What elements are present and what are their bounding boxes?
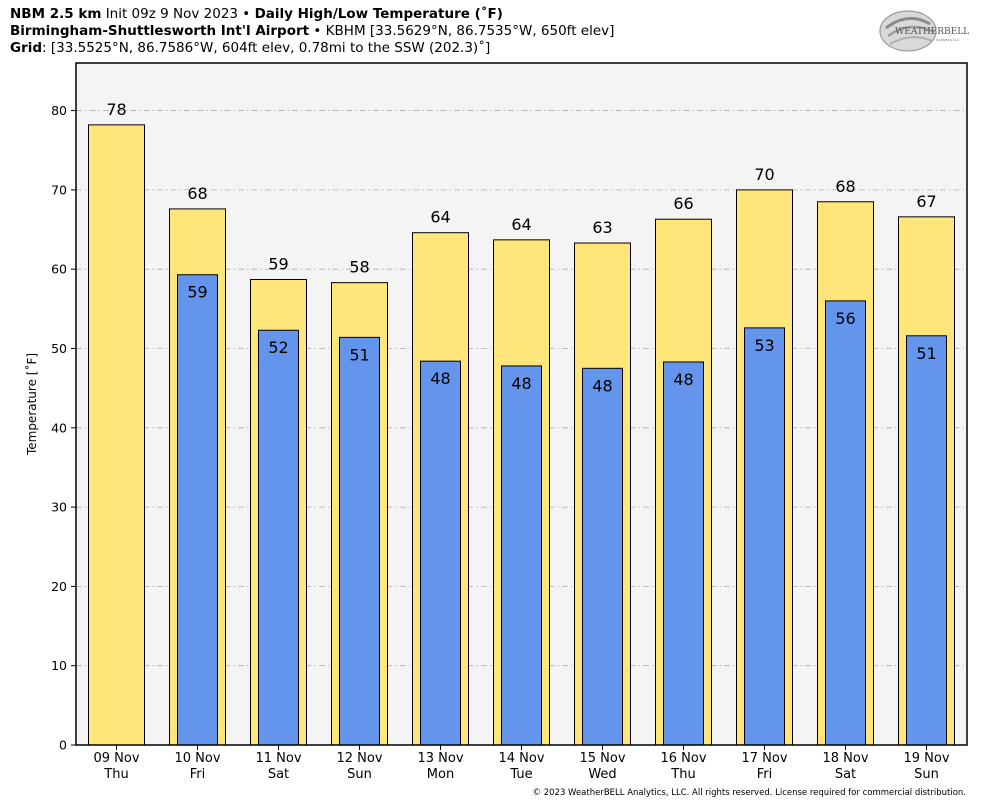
low-temp-label: 48 <box>430 369 450 388</box>
x-tick-label-day: Fri <box>757 767 773 782</box>
chart-header-line2: Birmingham-Shuttlesworth Int'l Airport •… <box>10 23 614 40</box>
bar-labels: 78 68 59 59 52 58 51 64 48 64 48 63 48 66 48 70 53 68 56 67… <box>106 100 936 395</box>
y-tick-label: 80 <box>51 103 67 118</box>
x-tick-label-day: Tue <box>509 767 532 782</box>
high-temp-label: 58 <box>349 258 369 277</box>
high-temp-label: 67 <box>916 192 936 211</box>
high-temp-bar <box>88 124 145 746</box>
low-temp-bar <box>744 327 785 746</box>
x-tick-label-date: 10 Nov <box>174 751 220 766</box>
high-temp-label: 70 <box>754 165 774 184</box>
model-name: NBM 2.5 km <box>10 6 102 22</box>
y-axis: 0 10 20 30 40 50 60 70 80 <box>51 103 76 753</box>
y-tick-label: 60 <box>51 262 67 277</box>
high-temp-label: 64 <box>511 215 531 234</box>
low-temp-bar <box>501 365 542 746</box>
x-tick-label-date: 15 Nov <box>579 751 625 766</box>
x-tick-label-date: 16 Nov <box>660 751 706 766</box>
temperature-bar-chart: 78 68 59 59 52 58 51 64 48 64 48 63 48 66 48 70 53 68 56 67… <box>24 62 968 782</box>
x-tick-label-date: 14 Nov <box>498 751 544 766</box>
x-tick-label-date: 17 Nov <box>741 751 787 766</box>
y-tick-label: 10 <box>51 658 67 673</box>
low-temp-bar <box>906 335 947 746</box>
low-temp-label: 59 <box>187 283 207 302</box>
station-name: Birmingham-Shuttlesworth Int'l Airport <box>10 23 310 39</box>
high-temp-label: 59 <box>268 254 288 273</box>
low-temp-bar <box>825 300 866 746</box>
y-tick-label: 40 <box>51 420 67 435</box>
x-tick-label-day: Sat <box>268 767 289 782</box>
x-tick-label-day: Mon <box>427 767 454 782</box>
init-time: Init 09z 9 Nov 2023 <box>105 6 238 22</box>
x-tick-label-date: 12 Nov <box>336 751 382 766</box>
x-tick-label-day: Thu <box>103 767 128 782</box>
grid-label: Grid <box>10 40 43 56</box>
x-tick-label-day: Thu <box>670 767 695 782</box>
y-tick-label: 70 <box>51 182 67 197</box>
y-tick-label: 50 <box>51 341 67 356</box>
logo-text: WEATHERBELL <box>895 27 969 37</box>
bars <box>88 124 955 746</box>
low-temp-label: 48 <box>511 374 531 393</box>
low-temp-label: 52 <box>268 338 288 357</box>
copyright-footer: © 2023 WeatherBELL Analytics, LLC. All r… <box>532 788 966 798</box>
separator: • <box>313 23 322 39</box>
low-temp-bar <box>582 367 623 746</box>
high-temp-label: 78 <box>106 100 126 119</box>
x-tick-label-date: 11 Nov <box>255 751 301 766</box>
logo-subtext: Analytics LLC <box>936 38 960 42</box>
low-temp-label: 51 <box>349 345 369 364</box>
x-tick-label-day: Wed <box>588 767 616 782</box>
x-tick-label-day: Fri <box>190 767 206 782</box>
x-tick-label-day: Sun <box>347 767 372 782</box>
high-temp-label: 63 <box>592 218 612 237</box>
low-temp-label: 48 <box>673 370 693 389</box>
low-temp-bar <box>258 329 299 746</box>
x-tick-label-date: 18 Nov <box>822 751 868 766</box>
low-temp-bar <box>420 360 461 746</box>
low-temp-bar <box>339 336 380 746</box>
weatherbell-logo: WEATHERBELL Analytics LLC <box>879 10 969 52</box>
high-temp-label: 66 <box>673 194 693 213</box>
x-tick-label-date: 13 Nov <box>417 751 463 766</box>
separator: • <box>242 6 251 22</box>
low-temp-bar <box>177 274 218 746</box>
station-info: KBHM [33.5629°N, 86.7535°W, 650ft elev] <box>325 23 615 39</box>
low-temp-label: 51 <box>916 344 936 363</box>
x-tick-label-date: 19 Nov <box>903 751 949 766</box>
y-tick-label: 30 <box>51 500 67 515</box>
high-temp-label: 68 <box>835 177 855 196</box>
y-axis-label: Temperature [˚F] <box>24 353 39 456</box>
x-tick-label-day: Sun <box>914 767 939 782</box>
chart-header-line3: Grid: [33.5525°N, 86.7586°W, 604ft elev,… <box>10 40 490 57</box>
y-tick-label: 0 <box>59 738 67 753</box>
high-temp-label: 68 <box>187 184 207 203</box>
low-temp-label: 56 <box>835 309 855 328</box>
y-tick-label: 20 <box>51 579 67 594</box>
low-temp-label: 48 <box>592 376 612 395</box>
low-temp-bar <box>663 361 704 746</box>
chart-header-line1: NBM 2.5 km Init 09z 9 Nov 2023 • Daily H… <box>10 6 503 23</box>
low-temp-label: 53 <box>754 336 774 355</box>
x-tick-label-day: Sat <box>835 767 856 782</box>
product-name: Daily High/Low Temperature (˚F) <box>254 6 503 22</box>
high-temp-label: 64 <box>430 208 450 227</box>
grid-info: : [33.5525°N, 86.7586°W, 604ft elev, 0.7… <box>42 40 491 56</box>
x-tick-label-date: 09 Nov <box>93 751 139 766</box>
